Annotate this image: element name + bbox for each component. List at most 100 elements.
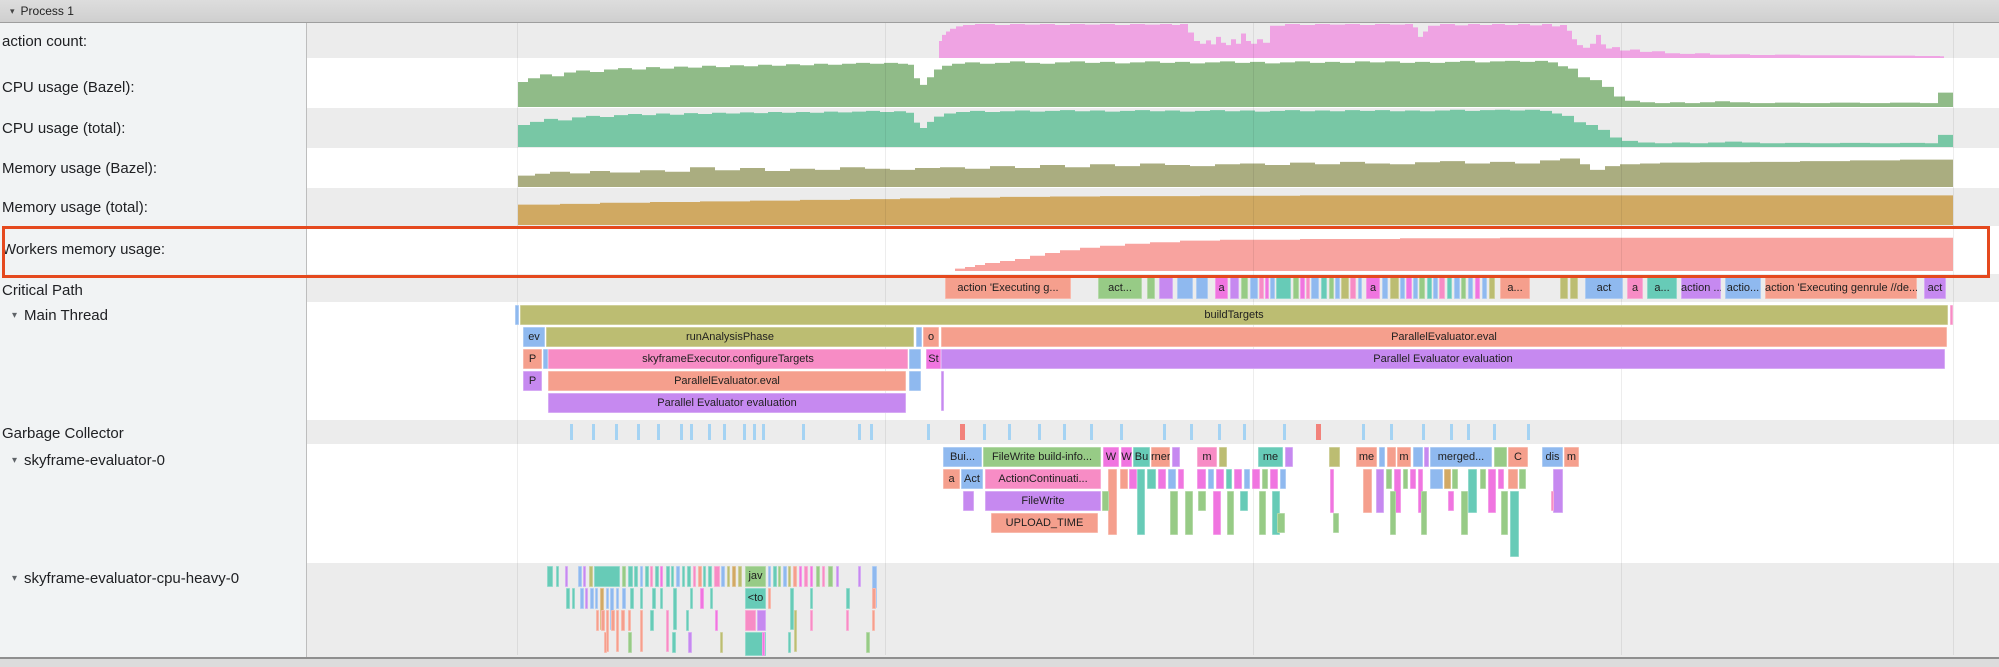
skyframe-evaluator-cpu-heavy-0-block[interactable]	[720, 632, 723, 653]
skyframe-evaluator-0-block[interactable]	[1120, 469, 1128, 489]
skyframe-evaluator-cpu-heavy-0-block[interactable]	[708, 566, 712, 587]
skyframe-evaluator-cpu-heavy-0-block[interactable]	[686, 610, 689, 631]
skyframe-evaluator-0-block[interactable]	[1387, 447, 1396, 467]
skyframe-evaluator-0-block[interactable]	[1333, 513, 1339, 533]
skyframe-evaluator-cpu-heavy-0-block[interactable]	[810, 588, 813, 609]
skyframe-evaluator-0-block[interactable]	[1480, 469, 1486, 489]
critical-path-block[interactable]	[1468, 277, 1473, 299]
main-thread-block[interactable]	[916, 327, 922, 347]
skyframe-evaluator-0-block[interactable]	[1394, 469, 1401, 513]
skyframe-evaluator-0-block[interactable]	[1498, 469, 1504, 489]
critical-path-block[interactable]	[1276, 277, 1291, 299]
skyframe-evaluator-cpu-heavy-0-block[interactable]	[768, 588, 771, 609]
skyframe-evaluator-cpu-heavy-0-block[interactable]	[572, 588, 575, 609]
skyframe-evaluator-cpu-heavy-0-block[interactable]	[578, 566, 582, 587]
skyframe-evaluator-0-block[interactable]: m	[1197, 447, 1217, 467]
main-thread-block[interactable]: o	[923, 327, 939, 347]
main-thread-block[interactable]	[909, 349, 921, 369]
critical-path-block[interactable]	[1230, 277, 1239, 299]
critical-path-block[interactable]	[1196, 277, 1208, 299]
skyframe-evaluator-cpu-heavy-0-block[interactable]	[762, 632, 765, 656]
critical-path-block[interactable]: a...	[1500, 277, 1530, 299]
skyframe-evaluator-cpu-heavy-0-block[interactable]	[688, 632, 692, 653]
sidebar-item-skyframe-evaluator-0[interactable]: ▾ skyframe-evaluator-0	[2, 451, 165, 469]
critical-path-block[interactable]	[1306, 277, 1310, 299]
gc-tick[interactable]	[1090, 424, 1093, 440]
main-thread-block[interactable]: P	[523, 371, 542, 391]
skyframe-evaluator-0-block[interactable]: me	[1258, 447, 1283, 467]
skyframe-evaluator-0-block[interactable]	[1208, 469, 1214, 489]
skyframe-evaluator-0-block[interactable]: a	[943, 469, 960, 489]
skyframe-evaluator-0-block[interactable]: FileWrite	[985, 491, 1101, 511]
skyframe-evaluator-cpu-heavy-0-block[interactable]	[601, 610, 605, 631]
gc-tick[interactable]	[708, 424, 711, 440]
critical-path-block[interactable]: action 'Executing genrule //de...	[1765, 277, 1917, 299]
critical-path-block[interactable]	[1321, 277, 1327, 299]
skyframe-evaluator-0-block[interactable]: m	[1397, 447, 1411, 467]
collapse-arrow-icon[interactable]: ▾	[12, 572, 18, 584]
collapse-arrow-icon[interactable]: ▾	[12, 454, 18, 466]
skyframe-evaluator-0-block[interactable]	[1410, 469, 1416, 489]
skyframe-evaluator-0-block[interactable]	[1430, 469, 1443, 489]
skyframe-evaluator-cpu-heavy-0-block[interactable]	[715, 610, 718, 631]
skyframe-evaluator-cpu-heavy-0-block[interactable]	[666, 610, 669, 652]
skyframe-evaluator-cpu-heavy-0-block[interactable]	[650, 566, 653, 587]
sidebar-item-main-thread[interactable]: ▾ Main Thread	[2, 306, 108, 324]
skyframe-evaluator-cpu-heavy-0-block[interactable]	[672, 632, 676, 653]
gc-tick[interactable]	[592, 424, 595, 440]
skyframe-evaluator-cpu-heavy-0-block[interactable]: <to	[745, 588, 766, 609]
skyframe-evaluator-0-block[interactable]	[1240, 491, 1248, 511]
skyframe-evaluator-cpu-heavy-0-block[interactable]	[794, 610, 797, 652]
main-thread-block[interactable]	[909, 371, 921, 391]
skyframe-evaluator-cpu-heavy-0-block[interactable]	[836, 566, 839, 587]
skyframe-evaluator-cpu-heavy-0-block[interactable]	[732, 566, 736, 587]
chart-action-count[interactable]	[306, 24, 1999, 58]
skyframe-evaluator-cpu-heavy-0-block[interactable]	[727, 566, 730, 587]
skyframe-evaluator-cpu-heavy-0-block[interactable]	[622, 588, 626, 609]
critical-path-block[interactable]	[1177, 277, 1193, 299]
skyframe-evaluator-cpu-heavy-0-block[interactable]	[700, 588, 704, 609]
critical-path-block[interactable]	[1447, 277, 1452, 299]
critical-path-block[interactable]	[1241, 277, 1248, 299]
skyframe-evaluator-0-block[interactable]	[1226, 469, 1232, 489]
skyframe-evaluator-cpu-heavy-0-block[interactable]	[634, 566, 638, 587]
main-thread-block[interactable]: Parallel Evaluator evaluation	[941, 349, 1945, 369]
skyframe-evaluator-cpu-heavy-0-block[interactable]	[682, 566, 685, 587]
skyframe-evaluator-0-block[interactable]	[963, 491, 974, 511]
skyframe-evaluator-cpu-heavy-0-block[interactable]	[589, 566, 593, 587]
skyframe-evaluator-cpu-heavy-0-block[interactable]	[583, 566, 586, 587]
skyframe-evaluator-cpu-heavy-0-block[interactable]	[655, 566, 659, 587]
skyframe-evaluator-cpu-heavy-0-block[interactable]	[600, 588, 604, 630]
skyframe-evaluator-0-block[interactable]	[1178, 469, 1184, 489]
skyframe-evaluator-0-block[interactable]	[1129, 469, 1137, 489]
gc-tick[interactable]	[870, 424, 873, 440]
skyframe-evaluator-cpu-heavy-0-block[interactable]	[828, 566, 833, 587]
skyframe-evaluator-cpu-heavy-0-block[interactable]	[866, 632, 870, 653]
skyframe-evaluator-cpu-heavy-0-block[interactable]	[778, 566, 781, 587]
chart-memory-usage-total-[interactable]	[306, 188, 1999, 225]
skyframe-evaluator-0-block[interactable]	[1216, 469, 1224, 489]
skyframe-evaluator-cpu-heavy-0-block[interactable]	[858, 566, 861, 587]
skyframe-evaluator-cpu-heavy-0-block[interactable]	[703, 566, 706, 587]
skyframe-evaluator-cpu-heavy-0-block[interactable]	[810, 610, 813, 631]
critical-path-block[interactable]	[1400, 277, 1405, 299]
skyframe-evaluator-cpu-heavy-0-block[interactable]	[606, 588, 609, 609]
chart-memory-usage-bazel-[interactable]	[306, 149, 1999, 187]
skyframe-evaluator-0-block[interactable]: Bu	[1133, 447, 1150, 467]
critical-path-block[interactable]	[1159, 277, 1173, 299]
gc-tick[interactable]	[1493, 424, 1496, 440]
gc-tick[interactable]	[762, 424, 765, 440]
skyframe-evaluator-0-block[interactable]	[1272, 491, 1280, 535]
skyframe-evaluator-0-block[interactable]	[1448, 491, 1454, 511]
skyframe-evaluator-0-block[interactable]: Bui...	[943, 447, 982, 467]
skyframe-evaluator-cpu-heavy-0-block[interactable]	[745, 632, 766, 656]
gc-tick[interactable]	[680, 424, 683, 440]
skyframe-evaluator-0-block[interactable]	[1551, 491, 1554, 511]
critical-path-block[interactable]	[1475, 277, 1480, 299]
critical-path-block[interactable]	[1329, 277, 1334, 299]
gc-tick[interactable]	[1527, 424, 1530, 440]
critical-path-block[interactable]	[1335, 277, 1340, 299]
critical-path-block[interactable]	[1427, 277, 1432, 299]
skyframe-evaluator-0-block[interactable]	[1403, 469, 1408, 489]
skyframe-evaluator-0-block[interactable]	[1390, 491, 1396, 535]
